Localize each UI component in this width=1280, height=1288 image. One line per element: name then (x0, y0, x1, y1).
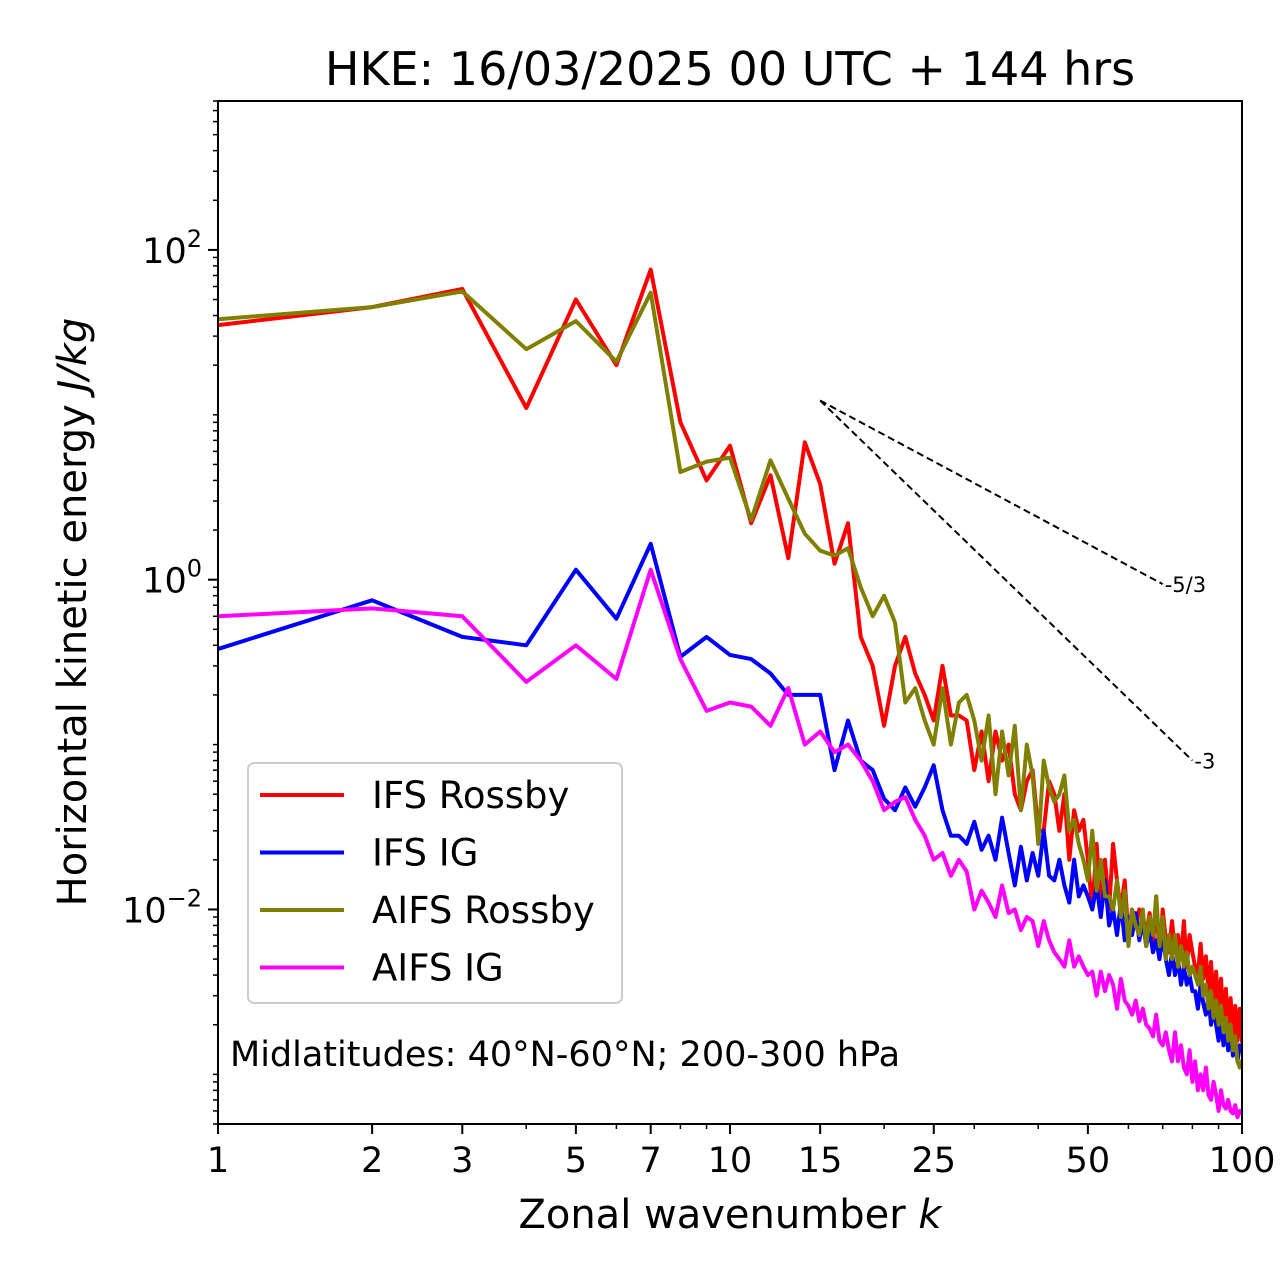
legend-label-aifs-ig: AIFS IG (372, 947, 504, 990)
y-axis-label-text: Horizontal kinetic energy (50, 404, 96, 906)
y-tick-label-base: 10 (142, 232, 187, 272)
y-tick-label: 102 (142, 225, 202, 272)
legend-label-aifs-rossby: AIFS Rossby (372, 889, 595, 932)
reference-slopes: -5/3 -3 (819, 399, 1215, 774)
x-tick-label: 7 (640, 1141, 662, 1181)
y-tick-label-exponent: 0 (187, 555, 202, 583)
x-axis-label-text: Zonal wavenumber (518, 1192, 906, 1238)
legend: IFS Rossby IFS IG AIFS Rossby AIFS IG (247, 762, 623, 1004)
x-tick-label: 1 (207, 1141, 229, 1181)
x-tick-label: 2 (361, 1141, 383, 1181)
legend-label-ifs-ig: IFS IG (372, 832, 478, 875)
x-tick-label: 100 (1209, 1141, 1276, 1181)
series-line-ifs-rossby (218, 267, 1242, 1043)
y-tick-label: 10−2 (122, 884, 202, 931)
chart-title: HKE: 16/03/2025 00 UTC + 144 hrs (325, 42, 1135, 96)
x-tick-label: 50 (1066, 1141, 1111, 1181)
reference-slope-line-3 (819, 399, 1194, 762)
reference-slope-line-5-3 (819, 399, 1164, 586)
y-tick-label-exponent: −2 (167, 884, 202, 912)
x-tick-label: 3 (451, 1141, 473, 1181)
series-layer (218, 267, 1242, 1120)
y-tick-label: 100 (142, 555, 202, 602)
reference-slope-label-5-3: -5/3 (1165, 573, 1206, 597)
x-axis-ticks: 1 2 3 5 7 10 15 25 50 100 (207, 1124, 1276, 1181)
y-tick-label-exponent: 2 (187, 225, 202, 253)
series-line-aifs-ig (218, 567, 1242, 1120)
x-tick-label: 25 (911, 1141, 956, 1181)
x-tick-label: 5 (565, 1141, 587, 1181)
legend-box (247, 762, 623, 1004)
reference-slope-label-3: -3 (1194, 750, 1215, 774)
y-tick-label-base: 10 (122, 891, 167, 931)
series-line-aifs-rossby (218, 289, 1242, 1070)
x-axis-label-symbol: k (918, 1192, 943, 1238)
y-axis-label-units: J/kg (50, 318, 96, 399)
x-axis-label: Zonal wavenumber k (518, 1192, 943, 1238)
y-tick-label-base: 10 (142, 562, 187, 602)
region-annotation: Midlatitudes: 40°N-60°N; 200-300 hPa (230, 1035, 900, 1075)
x-tick-label: 10 (708, 1141, 753, 1181)
legend-label-ifs-rossby: IFS Rossby (372, 774, 569, 817)
x-tick-label: 15 (798, 1141, 843, 1181)
y-axis-label: Horizontal kinetic energy J/kg (50, 318, 96, 907)
legend-entries: IFS Rossby IFS IG AIFS Rossby AIFS IG (260, 774, 595, 990)
